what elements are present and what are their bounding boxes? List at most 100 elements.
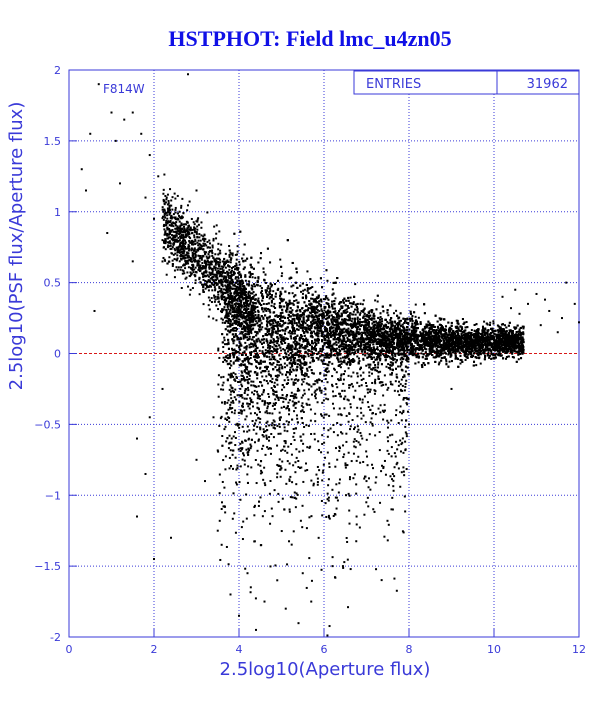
data-point (153, 217, 155, 220)
data-point (231, 338, 234, 341)
data-point (350, 320, 353, 323)
data-point (247, 360, 250, 363)
data-point (454, 332, 457, 335)
data-point (432, 331, 435, 334)
data-point (396, 341, 399, 344)
data-point (484, 356, 487, 359)
data-point (321, 319, 324, 322)
data-point (459, 325, 462, 328)
data-point (450, 387, 453, 390)
data-point (306, 324, 309, 327)
data-point (204, 480, 206, 483)
data-point (465, 332, 468, 335)
data-point (348, 338, 351, 341)
data-point (342, 331, 345, 334)
data-point (277, 324, 280, 327)
data-point (265, 437, 268, 440)
data-point (435, 347, 438, 350)
data-point (364, 318, 367, 321)
data-point (254, 276, 257, 279)
data-point (246, 355, 249, 358)
data-point (304, 322, 307, 325)
data-point (456, 350, 459, 353)
data-point (518, 328, 521, 331)
data-point (261, 393, 264, 396)
data-point (479, 352, 482, 355)
data-point (282, 336, 285, 339)
data-point (505, 357, 508, 360)
data-point (331, 375, 334, 378)
data-point (216, 529, 219, 532)
data-point (494, 330, 497, 333)
data-point (257, 324, 260, 327)
data-point (326, 279, 329, 282)
data-point (266, 346, 269, 349)
data-point (249, 397, 252, 400)
data-point (231, 252, 234, 255)
data-point (277, 374, 280, 377)
data-point (319, 324, 322, 327)
data-point (335, 316, 338, 319)
data-point (140, 132, 143, 135)
data-point (300, 290, 303, 293)
data-point (438, 317, 441, 320)
data-point (170, 536, 172, 539)
data-point (355, 326, 358, 329)
data-point (317, 352, 320, 355)
data-point (123, 118, 126, 121)
data-point (327, 370, 330, 373)
data-point (358, 323, 361, 326)
data-point (178, 210, 181, 213)
data-point (263, 379, 266, 382)
data-point (388, 343, 391, 346)
data-point (309, 312, 312, 315)
data-point (439, 330, 442, 333)
data-point (97, 83, 100, 86)
data-point (388, 355, 391, 358)
data-point (511, 352, 514, 355)
data-point (445, 360, 448, 363)
data-point (437, 363, 440, 366)
data-point (428, 330, 431, 333)
data-point (279, 336, 282, 339)
data-point (233, 329, 236, 332)
data-point (246, 339, 249, 342)
data-point (144, 472, 147, 475)
data-point (468, 331, 471, 334)
data-point (454, 325, 457, 328)
data-point (556, 331, 559, 334)
data-point (290, 337, 293, 340)
data-point (441, 333, 444, 336)
data-point (378, 323, 381, 326)
data-point (334, 310, 337, 313)
data-point (419, 331, 422, 334)
data-point (400, 361, 403, 364)
data-point (307, 355, 310, 358)
data-point (288, 329, 291, 332)
data-point (440, 339, 443, 342)
data-point (231, 322, 234, 325)
data-point (249, 370, 252, 373)
data-point (341, 332, 344, 335)
data-point (341, 345, 344, 348)
data-point (381, 320, 384, 323)
data-point (472, 339, 475, 342)
data-point (244, 332, 247, 335)
data-point (409, 352, 412, 355)
data-point (330, 318, 333, 321)
data-point (409, 340, 412, 343)
data-point (247, 331, 250, 334)
data-point (428, 337, 431, 340)
data-point (286, 306, 289, 309)
data-point (347, 347, 350, 350)
data-point (509, 351, 512, 354)
data-point (307, 307, 310, 310)
data-point (317, 351, 320, 354)
data-point (514, 288, 517, 291)
data-point (343, 339, 346, 342)
data-point (234, 359, 237, 362)
data-point (223, 339, 226, 342)
data-point (246, 572, 249, 575)
data-point (268, 345, 271, 348)
data-point (331, 330, 334, 333)
